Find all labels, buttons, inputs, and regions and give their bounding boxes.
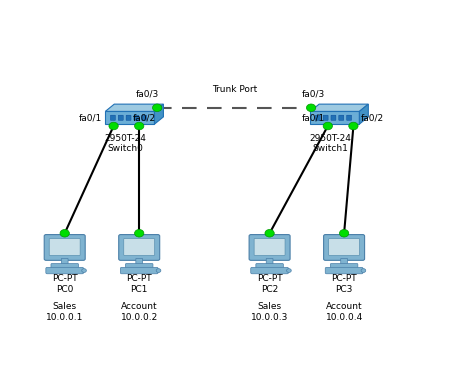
Text: Sales
10.0.0.3: Sales 10.0.0.3 [251,302,288,322]
FancyBboxPatch shape [341,259,347,265]
FancyBboxPatch shape [328,238,360,255]
FancyBboxPatch shape [118,235,160,260]
FancyBboxPatch shape [251,267,289,274]
Circle shape [82,269,86,272]
Circle shape [156,269,161,272]
Circle shape [287,269,291,272]
Text: Account
10.0.0.2: Account 10.0.0.2 [120,302,158,322]
FancyBboxPatch shape [118,115,123,120]
FancyBboxPatch shape [256,264,283,269]
FancyBboxPatch shape [331,115,336,120]
Circle shape [323,122,332,130]
FancyBboxPatch shape [325,267,363,274]
Polygon shape [155,104,164,124]
Text: Trunk Port: Trunk Port [212,85,257,94]
Circle shape [339,229,349,237]
FancyBboxPatch shape [330,264,358,269]
FancyBboxPatch shape [315,115,320,120]
Text: fa0/3: fa0/3 [136,89,159,98]
Text: PC-PT
PC1: PC-PT PC1 [127,274,152,294]
Polygon shape [105,111,155,124]
Polygon shape [310,111,359,124]
Circle shape [265,229,274,237]
Text: fa0/3: fa0/3 [302,89,325,98]
Circle shape [109,122,118,130]
FancyBboxPatch shape [339,115,344,120]
Circle shape [306,104,316,111]
Text: PC-PT
PC0: PC-PT PC0 [52,274,78,294]
Circle shape [135,122,144,130]
Text: PC-PT
PC2: PC-PT PC2 [257,274,283,294]
FancyBboxPatch shape [124,238,155,255]
FancyBboxPatch shape [136,259,143,265]
Text: fa0/1: fa0/1 [79,113,102,122]
Text: 2950T-24
Switch1: 2950T-24 Switch1 [309,134,351,153]
FancyBboxPatch shape [120,267,158,274]
FancyBboxPatch shape [142,115,146,120]
Circle shape [135,229,144,237]
FancyBboxPatch shape [61,259,68,265]
FancyBboxPatch shape [346,115,352,120]
Text: fa0/2: fa0/2 [132,113,155,122]
FancyBboxPatch shape [126,115,131,120]
Text: fa0/2: fa0/2 [361,113,383,122]
Text: fa0/1: fa0/1 [302,113,326,122]
Circle shape [60,229,69,237]
Polygon shape [310,104,368,111]
FancyBboxPatch shape [44,235,85,260]
Text: PC-PT
PC3: PC-PT PC3 [331,274,357,294]
FancyBboxPatch shape [51,264,78,269]
FancyBboxPatch shape [46,267,83,274]
Circle shape [361,269,366,272]
FancyBboxPatch shape [254,238,285,255]
Circle shape [349,122,358,130]
FancyBboxPatch shape [126,264,153,269]
Text: 2950T-24
Switch0: 2950T-24 Switch0 [104,134,146,153]
Text: Sales
10.0.0.1: Sales 10.0.0.1 [46,302,83,322]
FancyBboxPatch shape [323,115,328,120]
FancyBboxPatch shape [324,235,365,260]
Polygon shape [359,104,368,124]
Polygon shape [105,104,164,111]
FancyBboxPatch shape [134,115,139,120]
FancyBboxPatch shape [249,235,290,260]
FancyBboxPatch shape [266,259,273,265]
Text: Account
10.0.0.4: Account 10.0.0.4 [326,302,363,322]
Circle shape [153,104,162,111]
FancyBboxPatch shape [110,115,115,120]
FancyBboxPatch shape [49,238,80,255]
